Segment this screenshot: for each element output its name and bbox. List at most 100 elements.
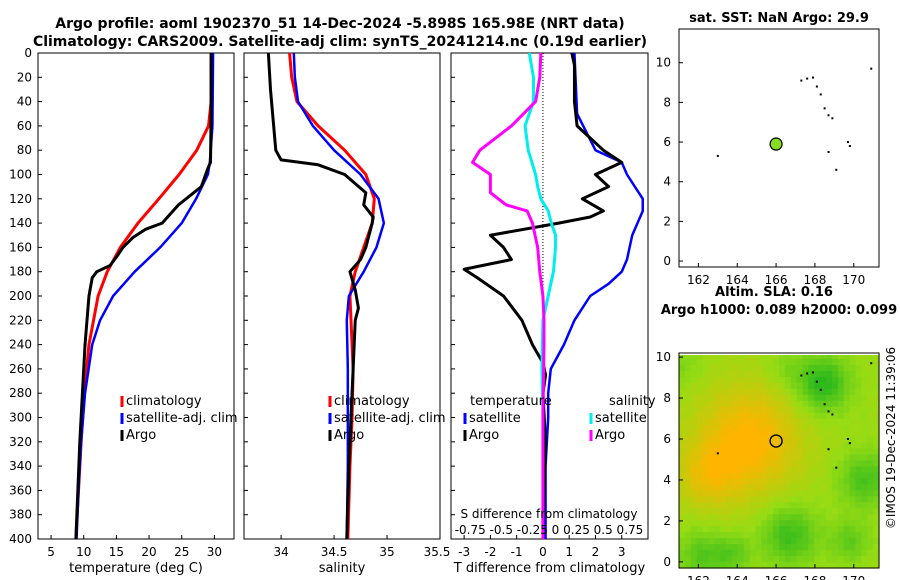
- sla-cell: [826, 394, 833, 402]
- sla-cell: [743, 538, 751, 545]
- sla-cell: [731, 556, 739, 563]
- x-tick-label: 2: [592, 545, 600, 559]
- sla-cell: [826, 358, 833, 366]
- sla-cell: [802, 532, 810, 539]
- copyright-label: ©IMOS 19-Dec-2024 11:39:06: [884, 347, 898, 529]
- sla-cell: [708, 550, 715, 557]
- sla-cell: [690, 556, 698, 563]
- sla-cell: [679, 514, 686, 521]
- sla-cell: [790, 544, 798, 551]
- island-dot: [827, 448, 830, 451]
- sla-cell: [684, 544, 692, 551]
- sla-cell: [855, 544, 862, 551]
- sla-cell: [755, 562, 762, 569]
- sla-cell: [784, 484, 792, 491]
- sla-cell: [796, 490, 804, 497]
- sla-cell: [720, 562, 727, 569]
- sla-cell: [849, 382, 857, 390]
- sla-cell: [731, 514, 739, 521]
- sla-cell: [684, 532, 692, 539]
- sla-cell: [855, 490, 862, 497]
- sla-cell: [808, 490, 815, 497]
- sla-cell: [726, 436, 733, 444]
- sla-cell: [743, 442, 751, 450]
- y-tick-label: 2: [663, 214, 671, 228]
- sla-cell: [761, 430, 768, 438]
- sla-cell: [820, 484, 827, 491]
- sla-cell: [820, 544, 827, 551]
- sla-cell: [737, 484, 745, 491]
- sla-cell: [708, 412, 715, 420]
- sla-cell: [720, 412, 727, 420]
- sla-cell: [790, 436, 798, 444]
- sla-cell: [720, 526, 727, 533]
- sla-cell: [784, 424, 792, 432]
- sla-cell: [837, 526, 845, 533]
- sla-cell: [802, 466, 810, 474]
- y-tick-label: 260: [9, 362, 32, 376]
- sla-cell: [731, 472, 739, 480]
- sla-cell: [814, 424, 821, 432]
- sla-cell: [820, 556, 827, 563]
- sla-cell: [837, 388, 845, 396]
- legend-temperature-title: temperature: [470, 394, 552, 409]
- sla-cell: [714, 484, 721, 491]
- sla-cell: [702, 364, 710, 372]
- sla-cell: [726, 496, 733, 503]
- sla-cell: [831, 353, 839, 360]
- sla-cell: [773, 442, 780, 450]
- y-tick-label: 6: [663, 432, 671, 446]
- sla-cell: [820, 532, 827, 539]
- sla-cell: [814, 508, 821, 515]
- sla-cell: [690, 472, 698, 480]
- sla-cell: [849, 514, 857, 521]
- sla-cell: [779, 394, 786, 402]
- temp-diff-satellite-line: [544, 52, 644, 539]
- sla-cell: [749, 478, 757, 485]
- sla-cell: [773, 382, 780, 390]
- sla-cell: [749, 502, 757, 509]
- sla-cell: [779, 484, 786, 491]
- sla-cell: [708, 484, 715, 491]
- sla-cell: [820, 508, 827, 515]
- sla-cell: [696, 478, 704, 485]
- sla-cell: [843, 478, 851, 485]
- sla-cell: [690, 448, 698, 456]
- x-tick-label: 164: [726, 273, 749, 287]
- sla-cell: [837, 550, 845, 557]
- sla-cell: [773, 448, 780, 456]
- sla-cell: [767, 556, 774, 563]
- sla-cell: [731, 364, 739, 372]
- sla-cell: [767, 364, 774, 372]
- sla-cell: [831, 406, 839, 414]
- sla-cell: [696, 448, 704, 456]
- island-dot: [827, 150, 830, 153]
- y-tick-label: 120: [9, 192, 32, 206]
- sla-cell: [731, 448, 739, 456]
- sla-cell: [855, 454, 862, 462]
- sla-cell: [861, 520, 868, 527]
- sla-cell: [849, 520, 857, 527]
- sla-cell: [849, 526, 857, 533]
- argo-line: [74, 53, 213, 540]
- sla-cell: [826, 514, 833, 521]
- sla-cell: [684, 412, 692, 420]
- sla-cell: [773, 472, 780, 480]
- sla-cell: [814, 406, 821, 414]
- sla-cell: [743, 448, 751, 456]
- sla-cell: [726, 490, 733, 497]
- sla-cell: [855, 472, 862, 480]
- sla-cell: [849, 424, 857, 432]
- sla-cell: [826, 490, 833, 497]
- x-tick-label: 5: [47, 545, 55, 559]
- island-dot: [831, 117, 834, 120]
- sla-cell: [708, 430, 715, 438]
- sla-cell: [702, 442, 710, 450]
- sla-cell: [743, 502, 751, 509]
- sla-cell: [749, 376, 757, 384]
- sla-cell: [814, 544, 821, 551]
- sla-cell: [684, 364, 692, 372]
- top-axis-label: S difference from climatology: [461, 507, 638, 521]
- sla-cell: [873, 508, 880, 515]
- sla-cell: [808, 496, 815, 503]
